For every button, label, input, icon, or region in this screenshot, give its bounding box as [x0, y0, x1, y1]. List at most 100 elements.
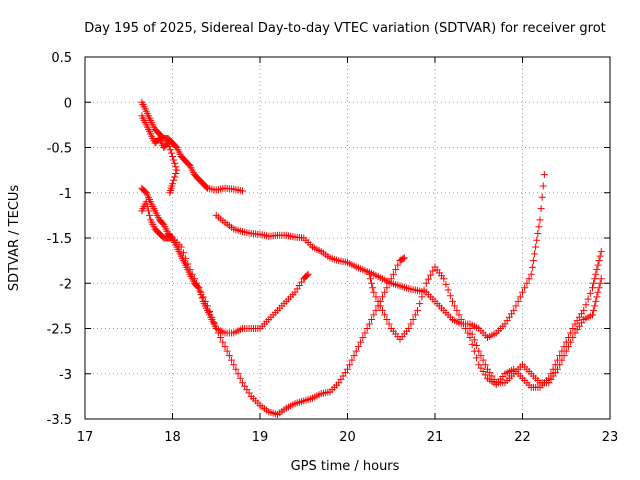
- data-point: [592, 270, 600, 278]
- data-point: [597, 275, 605, 283]
- satellite-track-6: [365, 248, 605, 391]
- data-point: [379, 306, 386, 314]
- data-point: [523, 279, 531, 287]
- satellite-track-2: [138, 112, 181, 197]
- data-point: [407, 320, 415, 328]
- data-point: [194, 283, 202, 291]
- data-point: [198, 294, 206, 302]
- satellite-track-4: [138, 184, 312, 337]
- data-point: [512, 302, 520, 310]
- data-point: [569, 334, 577, 342]
- data-point: [590, 279, 598, 287]
- data-point: [354, 343, 362, 351]
- data-point: [389, 270, 397, 278]
- data-point: [594, 288, 602, 296]
- data-point: [221, 343, 229, 351]
- data-point: [172, 163, 180, 171]
- data-point: [186, 266, 194, 274]
- data-point: [217, 334, 225, 342]
- chart-title: Day 195 of 2025, Sidereal Day-to-day VTE…: [84, 21, 606, 36]
- data-point: [516, 293, 524, 301]
- data-point: [473, 354, 481, 362]
- data-point: [590, 306, 598, 314]
- data-point: [170, 176, 178, 184]
- satellite-track-3: [212, 171, 548, 342]
- data-point: [394, 261, 402, 269]
- data-point: [453, 306, 461, 314]
- y-axis-label: SDTVAR / TECUs: [7, 185, 22, 292]
- data-point: [368, 279, 376, 287]
- data-point: [537, 205, 545, 213]
- data-point: [455, 311, 463, 319]
- data-point: [225, 352, 233, 360]
- data-point: [232, 365, 240, 373]
- y-tick-label: -2: [59, 277, 72, 292]
- data-point: [165, 142, 173, 150]
- data-point: [562, 347, 570, 355]
- data-point: [468, 340, 476, 348]
- data-point: [239, 187, 246, 195]
- data-point: [468, 330, 476, 338]
- data-point: [392, 266, 400, 274]
- data-point: [179, 249, 187, 257]
- data-point: [170, 156, 178, 164]
- data-point: [368, 315, 376, 323]
- data-point: [424, 275, 432, 283]
- data-point: [414, 306, 421, 314]
- data-point: [372, 293, 380, 301]
- axis-ticks: [84, 56, 611, 420]
- satellite-track-5: [138, 198, 408, 418]
- data-point: [195, 284, 203, 292]
- data-point: [208, 313, 216, 321]
- y-tick-label: -3: [59, 368, 72, 383]
- data-point: [177, 243, 185, 251]
- data-point: [416, 300, 424, 308]
- data-point: [346, 361, 354, 369]
- data-point: [594, 261, 602, 269]
- data-point: [387, 275, 395, 283]
- data-point: [361, 329, 369, 337]
- data-point: [521, 284, 529, 292]
- data-point: [366, 275, 374, 283]
- data-series: [138, 98, 605, 418]
- data-point: [379, 293, 386, 301]
- data-point: [564, 343, 572, 351]
- data-point: [479, 356, 487, 364]
- y-tick-labels: 0.5 0 -0.5 -1 -1.5 -2 -2.5 -3 -3.5: [47, 51, 72, 428]
- data-point: [182, 254, 190, 262]
- data-point: [385, 279, 393, 287]
- data-point: [357, 338, 365, 346]
- data-point: [171, 173, 179, 181]
- data-point: [540, 171, 548, 179]
- data-point: [595, 284, 603, 292]
- satellite-track-1: [138, 98, 246, 195]
- data-point: [429, 267, 437, 275]
- x-tick-label: 20: [339, 430, 356, 445]
- data-point: [473, 341, 481, 349]
- data-point: [304, 270, 312, 278]
- data-point: [532, 243, 540, 251]
- data-point: [459, 320, 467, 328]
- data-point: [519, 288, 526, 296]
- data-point: [444, 286, 452, 294]
- data-point: [592, 297, 600, 305]
- x-tick-label: 19: [252, 430, 269, 445]
- data-point: [344, 365, 351, 373]
- data-point: [422, 279, 430, 287]
- data-point: [143, 202, 151, 210]
- data-point: [466, 325, 474, 332]
- data-point: [223, 347, 231, 355]
- data-point: [420, 286, 428, 294]
- y-tick-label: -1.5: [47, 232, 72, 247]
- data-point: [451, 302, 459, 310]
- data-point: [569, 325, 577, 332]
- data-point: [409, 315, 417, 323]
- data-point: [514, 297, 522, 305]
- data-point: [173, 166, 181, 174]
- data-point: [348, 356, 356, 364]
- data-point: [363, 325, 371, 332]
- data-point: [470, 336, 478, 344]
- y-tick-label: -0.5: [47, 142, 72, 157]
- data-point: [196, 287, 204, 295]
- x-tick-label: 23: [602, 430, 619, 445]
